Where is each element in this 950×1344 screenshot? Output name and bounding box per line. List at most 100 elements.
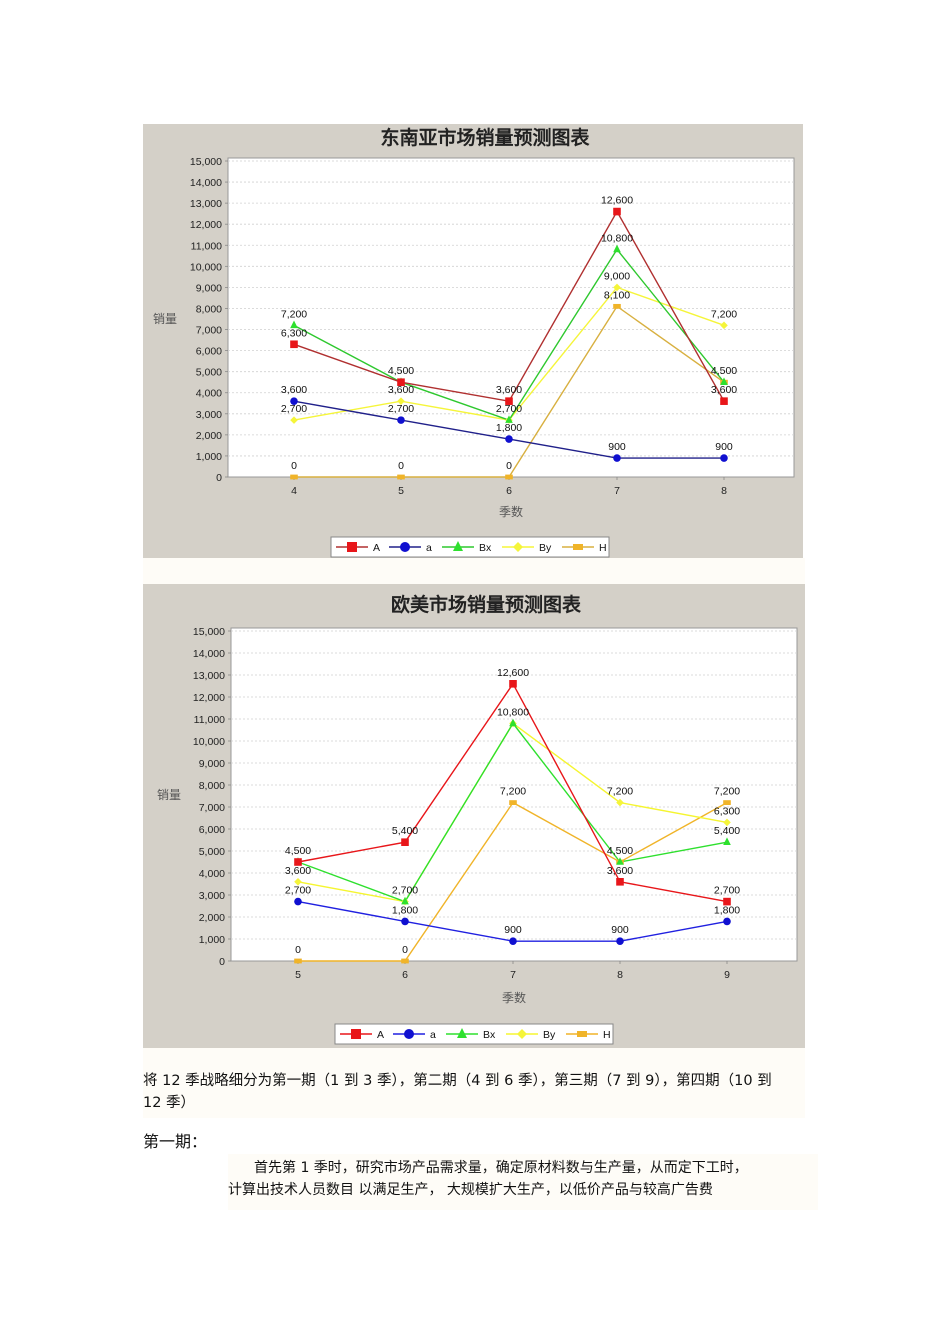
y-tick-label: 15,000 — [190, 156, 222, 168]
y-tick-label: 1,000 — [196, 451, 222, 463]
x-tick-label: 5 — [398, 485, 404, 497]
chart-europe-america-svg: 欧美市场销量预测图表 0 1,000 2,000 3,000 4,000 5,000 6,00… — [157, 593, 798, 1045]
data-label: 1,800 — [496, 422, 522, 434]
legend-item-By: By — [543, 1029, 556, 1041]
data-label: 4,500 — [711, 365, 737, 377]
y-tick-label: 0 — [219, 956, 225, 968]
data-label: 5,400 — [714, 825, 740, 837]
y-tick-label: 3,000 — [199, 890, 225, 902]
data-label: 0 — [295, 944, 301, 956]
data-label: 7,200 — [607, 786, 633, 798]
y-tick-label: 5,000 — [196, 367, 222, 379]
legend-item-a: a — [426, 542, 432, 554]
data-label: 3,600 — [607, 865, 633, 877]
y-tick-label: 9,000 — [196, 282, 222, 294]
data-label: 0 — [291, 460, 297, 472]
y-axis-label: 销量 — [157, 788, 181, 802]
legend-item-Bx: Bx — [479, 542, 492, 554]
y-tick-label: 8,000 — [196, 303, 222, 315]
y-tick-label: 15,000 — [193, 626, 225, 638]
data-label: 2,700 — [496, 403, 522, 415]
data-label: 3,600 — [711, 384, 737, 396]
y-tick-label: 10,000 — [190, 261, 222, 273]
x-axis-label: 季数 — [499, 504, 523, 519]
y-tick-label: 8,000 — [199, 780, 225, 792]
y-tick-label: 14,000 — [193, 648, 225, 660]
x-tick-label: 7 — [510, 969, 516, 981]
y-tick-label: 12,000 — [193, 692, 225, 704]
data-label: 1,800 — [714, 904, 740, 916]
data-label: 10,800 — [601, 232, 633, 244]
chart-southeast-asia: 东南亚市场销量预测图表 0 1,000 2,000 3,000 4,000 5,000 6,0… — [143, 124, 803, 558]
y-tick-label: 13,000 — [190, 198, 222, 210]
body-line-1: 首先第 1 季时，研究市场产品需求量，确定原材料数与生产量，从而定下工时， — [254, 1160, 748, 1176]
data-label: 0 — [402, 944, 408, 956]
y-tick-label: 7,000 — [196, 325, 222, 337]
y-tick-label: 3,000 — [196, 409, 222, 421]
y-tick-label: 2,000 — [199, 912, 225, 924]
y-axis-label: 销量 — [153, 312, 177, 326]
y-tick-label: 13,000 — [193, 670, 225, 682]
legend-item-Bx: Bx — [483, 1029, 496, 1041]
data-label: 900 — [504, 924, 522, 936]
legend-item-By: By — [539, 542, 552, 554]
data-label: 2,700 — [714, 885, 740, 897]
y-tick-label: 12,000 — [190, 219, 222, 231]
y-tick-label: 10,000 — [193, 736, 225, 748]
x-tick-label: 7 — [614, 485, 620, 497]
data-label: 900 — [611, 924, 629, 936]
data-label: 3,600 — [285, 865, 311, 877]
data-label: 9,000 — [604, 270, 630, 282]
intro-paragraph: 将 12 季战略细分为第一期（1 到 3 季），第二期（4 到 6 季），第三期… — [143, 1048, 805, 1118]
data-label: 2,700 — [388, 403, 414, 415]
data-label: 3,600 — [281, 384, 307, 396]
y-tick-label: 6,000 — [199, 824, 225, 836]
legend-item-A: A — [377, 1029, 384, 1041]
data-label: 12,600 — [497, 667, 529, 679]
data-label: 5,400 — [392, 825, 418, 837]
data-label: 0 — [398, 460, 404, 472]
x-tick-label: 4 — [291, 485, 297, 497]
data-label: 2,700 — [392, 885, 418, 897]
legend-item-A: A — [373, 542, 380, 554]
x-axis-label: 季数 — [502, 990, 526, 1005]
data-label: 6,300 — [714, 805, 740, 817]
y-tick-label: 9,000 — [199, 758, 225, 770]
data-label: 0 — [506, 460, 512, 472]
intro-line-1: 将 12 季战略细分为第一期（1 到 3 季），第二期（4 到 6 季），第三期… — [143, 1073, 772, 1089]
x-tick-label: 8 — [617, 969, 623, 981]
data-label: 2,700 — [281, 403, 307, 415]
legend-item-H: H — [603, 1029, 611, 1041]
body-line-2: 计算出技术人员数目 以满足生产， 大规模扩大生产，以低价产品与较高广告费 — [228, 1182, 713, 1198]
x-tick-label: 6 — [402, 969, 408, 981]
y-tick-label: 14,000 — [190, 177, 222, 189]
y-tick-label: 4,000 — [196, 388, 222, 400]
data-label: 7,200 — [714, 786, 740, 798]
y-tick-label: 6,000 — [196, 346, 222, 358]
y-tick-label: 0 — [216, 472, 222, 484]
y-tick-label: 4,000 — [199, 868, 225, 880]
data-label: 4,500 — [388, 365, 414, 377]
data-label: 1,800 — [392, 904, 418, 916]
data-label: 3,600 — [388, 384, 414, 396]
y-tick-label: 11,000 — [191, 240, 222, 252]
section-heading: 第一期： — [143, 1132, 208, 1151]
chart-southeast-asia-svg: 东南亚市场销量预测图表 0 1,000 2,000 3,000 4,000 5,000 6,0… — [153, 126, 795, 558]
x-tick-label: 8 — [721, 485, 727, 497]
data-label: 3,600 — [496, 384, 522, 396]
data-label: 7,200 — [711, 308, 737, 320]
data-label: 4,500 — [607, 845, 633, 857]
plot-area — [227, 157, 795, 478]
body-paragraph: 首先第 1 季时，研究市场产品需求量，确定原材料数与生产量，从而定下工时， 计算… — [228, 1154, 818, 1210]
legend-item-H: H — [599, 542, 607, 554]
y-tick-label: 2,000 — [196, 430, 222, 442]
x-tick-label: 6 — [506, 485, 512, 497]
data-label: 900 — [715, 441, 733, 453]
y-tick-label: 7,000 — [199, 802, 225, 814]
chart-title: 欧美市场销量预测图表 — [391, 593, 582, 616]
data-label: 12,600 — [601, 195, 633, 207]
data-label: 8,100 — [604, 289, 630, 301]
chart-europe-america: 欧美市场销量预测图表 0 1,000 2,000 3,000 4,000 5,000 6,00… — [143, 584, 805, 1048]
